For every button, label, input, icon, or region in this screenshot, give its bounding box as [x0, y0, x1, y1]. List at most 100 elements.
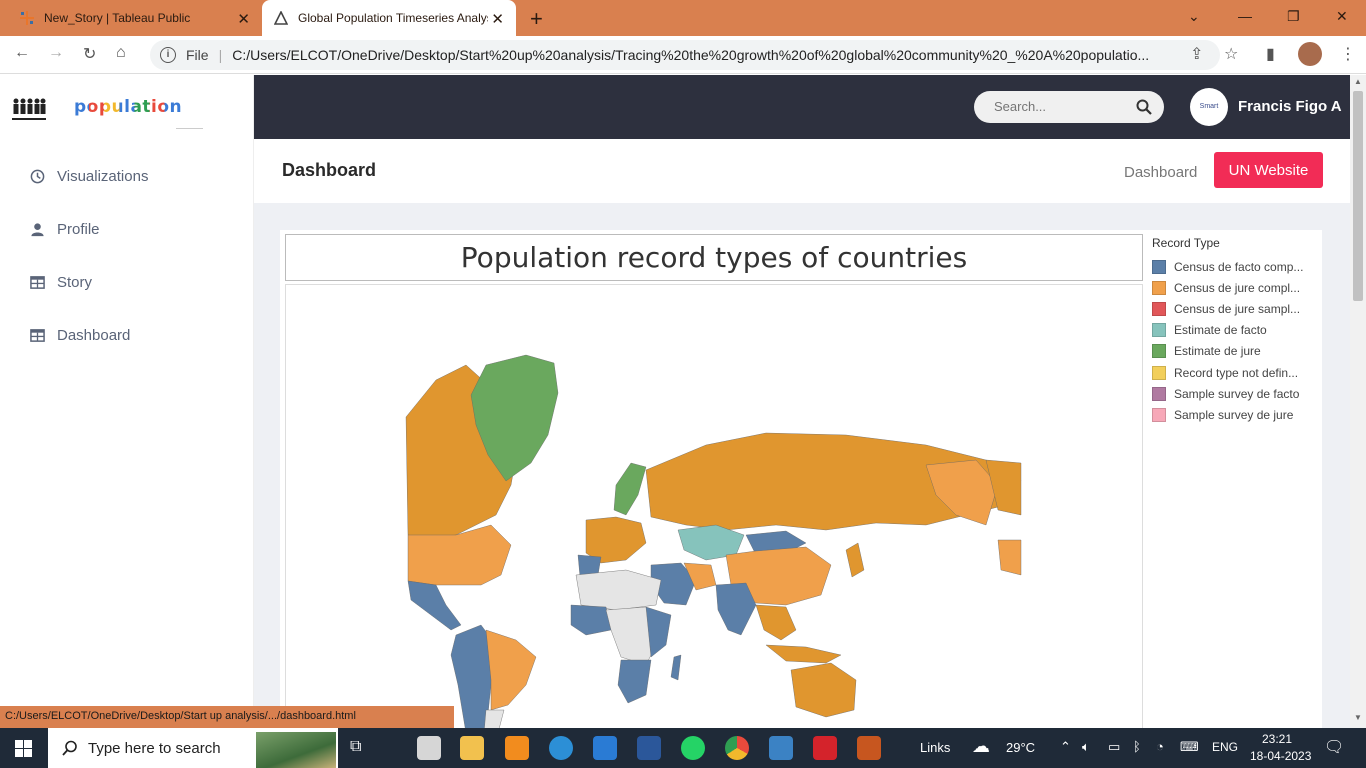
legend-item[interactable]: Sample survey de jure	[1152, 404, 1320, 425]
sidebar-item-story[interactable]: Story	[30, 274, 92, 291]
notification-icon[interactable]: 🗨︎	[1324, 739, 1345, 756]
sidebar-item-visualizations[interactable]: Visualizations	[30, 168, 148, 185]
close-window-icon[interactable]: ✕	[1336, 8, 1348, 24]
reload-icon[interactable]: ↻	[83, 46, 97, 63]
chrome-icon[interactable]	[725, 736, 749, 760]
restore-icon[interactable]: ❐	[1287, 8, 1300, 24]
profile-avatar-icon[interactable]	[1298, 42, 1322, 66]
breadcrumb[interactable]: Dashboard	[1124, 164, 1198, 181]
clock-time[interactable]: 23:21	[1262, 732, 1293, 746]
world-map[interactable]	[285, 284, 1143, 734]
search-icon[interactable]	[1136, 99, 1152, 115]
file-label: File	[186, 47, 209, 63]
legend-item[interactable]: Sample survey de facto	[1152, 383, 1320, 404]
un-website-button[interactable]: UN Website	[1214, 152, 1323, 188]
legend-item[interactable]: Estimate de facto	[1152, 320, 1320, 341]
legend-item[interactable]: Census de jure sampl...	[1152, 298, 1320, 319]
windows-start-icon[interactable]	[15, 740, 32, 757]
legend-item[interactable]: Record type not defin...	[1152, 362, 1320, 383]
legend-item[interactable]: Estimate de jure	[1152, 341, 1320, 362]
scroll-up-icon[interactable]: ▲	[1354, 77, 1362, 86]
language-indicator[interactable]: ENG	[1212, 740, 1239, 754]
legend-item[interactable]: Census de facto comp...	[1152, 256, 1320, 277]
tray-chevron-icon[interactable]: ⌃	[1060, 739, 1071, 754]
url-text: C:/Users/ELCOT/OneDrive/Desktop/Start%20…	[232, 47, 1150, 63]
menu-kebab-icon[interactable]: ⋮	[1340, 46, 1356, 63]
whatsapp-icon[interactable]	[681, 736, 705, 760]
map-region-usa-east	[997, 539, 1022, 576]
map-region-japan	[845, 542, 865, 578]
taskbar-search[interactable]: Type here to search	[48, 728, 338, 768]
word-icon[interactable]	[637, 736, 661, 760]
avatar[interactable]: Smart Interna	[1190, 88, 1228, 148]
sidebar-item-dashboard[interactable]: Dashboard	[30, 327, 130, 344]
new-tab-icon[interactable]: +	[530, 6, 543, 31]
map-region-north-africa	[575, 569, 662, 611]
back-icon[interactable]: ←	[14, 44, 30, 61]
search-input[interactable]	[994, 99, 1124, 114]
legend-item[interactable]: Census de jure compl...	[1152, 277, 1320, 298]
vlc-icon[interactable]	[505, 736, 529, 760]
username[interactable]: Francis Figo A	[1238, 98, 1342, 115]
speaker-icon[interactable]: 🔈︎	[1082, 739, 1090, 754]
keyboard-icon[interactable]: ⌨	[1180, 739, 1199, 754]
world-map-svg[interactable]	[286, 285, 1142, 733]
legend-label: Census de facto comp...	[1174, 259, 1304, 274]
map-region-india	[715, 582, 757, 636]
scroll-thumb[interactable]	[1353, 91, 1363, 301]
legend-label: Estimate de jure	[1174, 344, 1261, 359]
close-tab-icon[interactable]: ✕	[491, 11, 504, 28]
legend-swatch	[1152, 365, 1166, 380]
acrobat-icon[interactable]	[813, 736, 837, 760]
minimize-icon[interactable]: —	[1238, 8, 1252, 24]
sidebar-item-profile[interactable]: Profile	[30, 221, 100, 238]
sidebar-item-label: Profile	[57, 221, 100, 238]
map-region-indonesia	[765, 644, 842, 664]
clock-date[interactable]: 18-04-2023	[1250, 749, 1312, 763]
tab-title: Global Population Timeseries Analysi	[298, 11, 488, 25]
scroll-down-icon[interactable]: ▼	[1354, 713, 1362, 722]
url-field[interactable]: i File | C:/Users/ELCOT/OneDrive/Desktop…	[150, 40, 1220, 70]
status-url: C:/Users/ELCOT/OneDrive/Desktop/Start up…	[0, 706, 454, 728]
links-label[interactable]: Links	[920, 740, 951, 755]
legend-label: Sample survey de jure	[1174, 407, 1294, 422]
tab-population[interactable]: Global Population Timeseries Analysi ✕	[262, 0, 516, 36]
legend-swatch	[1152, 323, 1166, 338]
user-icon	[31, 223, 44, 237]
photos-icon[interactable]	[769, 736, 793, 760]
legend-label: Census de jure compl...	[1174, 280, 1301, 295]
taskbar-search-placeholder: Type here to search	[88, 739, 221, 757]
tab-search-icon[interactable]: ⌄	[1188, 8, 1200, 24]
side-panel-icon[interactable]: ▮	[1266, 46, 1275, 63]
mail-icon[interactable]	[593, 736, 617, 760]
store-icon[interactable]	[417, 736, 441, 760]
tab-tableau[interactable]: New_Story | Tableau Public ✕	[8, 0, 262, 36]
tableau-taskbar-icon[interactable]	[857, 736, 881, 760]
weather-icon[interactable]: ☁	[972, 736, 990, 756]
landscape-thumbnail-icon	[256, 732, 336, 768]
map-region-western-europe	[585, 516, 647, 564]
search-box	[974, 91, 1164, 123]
battery-icon[interactable]: ▭	[1108, 739, 1121, 754]
close-tab-icon[interactable]: ✕	[237, 11, 250, 28]
file-explorer-icon[interactable]	[460, 736, 484, 760]
edge-icon[interactable]	[549, 736, 573, 760]
legend: Record Type Census de facto comp... Censu…	[1152, 236, 1320, 426]
bookmark-star-icon[interactable]: ☆	[1224, 46, 1239, 63]
chart-title: Population record types of countries	[460, 241, 968, 274]
sidebar-item-label: Dashboard	[57, 327, 131, 344]
page-scrollbar[interactable]: ▲ ▼	[1350, 75, 1366, 728]
tab-title: New_Story | Tableau Public	[44, 11, 191, 25]
share-icon[interactable]: ⇪	[1190, 46, 1204, 63]
home-icon[interactable]: ⌂	[116, 44, 126, 61]
page-title: Dashboard	[282, 160, 377, 180]
search-icon	[62, 740, 77, 756]
task-view-icon[interactable]: ⧉	[350, 738, 362, 755]
chart-title-box: Population record types of countries	[285, 234, 1143, 281]
map-region-alaska-east	[985, 459, 1022, 516]
weather-temp[interactable]: 29°C	[1006, 740, 1036, 755]
bluetooth-icon[interactable]: ᛒ	[1133, 739, 1141, 754]
wifi-icon[interactable]: ◔	[1156, 739, 1164, 754]
info-icon[interactable]: i	[160, 47, 176, 63]
forward-icon[interactable]: →	[48, 44, 64, 61]
